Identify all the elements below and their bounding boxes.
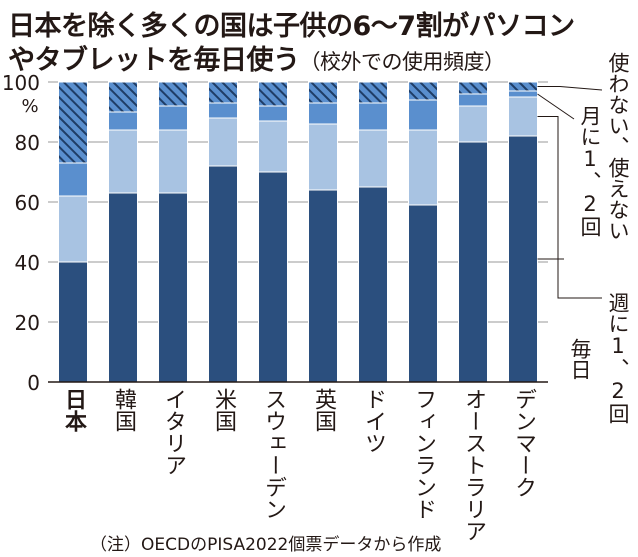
y-tick-label-40: 40 <box>15 251 40 275</box>
bar-8-segment-1 <box>408 204 438 383</box>
bar-7-segment-2 <box>358 129 388 188</box>
bar-6-segment-3 <box>308 102 338 125</box>
bar-7-segment-4 <box>358 81 388 104</box>
bar-9-segment-4 <box>458 81 488 95</box>
category-label-7: ドイツ <box>361 388 386 454</box>
legend-leader-3 <box>537 93 575 120</box>
bar-2-segment-4 <box>108 81 138 113</box>
category-label-1: 日本 <box>61 388 86 432</box>
bar-3-segment-4 <box>158 81 188 107</box>
bar-6-segment-4 <box>308 81 338 104</box>
chart-footnote: （注）OECDのPISA2022個票データから作成 <box>90 535 442 555</box>
category-label-5: スウェーデン <box>261 388 286 520</box>
bar-4-segment-1 <box>208 165 238 383</box>
bar-5-segment-1 <box>258 171 288 383</box>
bar-10-segment-2 <box>508 96 538 137</box>
bar-1-segment-1 <box>58 261 88 383</box>
bar-8-segment-2 <box>408 129 438 206</box>
y-tick-label-60: 60 <box>15 191 40 215</box>
legend-label-1: 毎日 <box>568 338 592 380</box>
legend-label-3: 月に1、2回 <box>578 105 602 237</box>
bar-10-segment-1 <box>508 135 538 383</box>
chart-title-main: やタブレットを毎日使う <box>8 45 300 76</box>
bar-4-segment-3 <box>208 102 238 119</box>
bar-1-segment-2 <box>58 195 88 263</box>
bar-8-segment-3 <box>408 99 438 131</box>
bar-1-segment-3 <box>58 162 88 197</box>
bar-9-segment-3 <box>458 93 488 107</box>
chart-title-line1: 日本を除く多くの国は子供の6～7割がパソコン <box>8 11 575 42</box>
bar-10-segment-4 <box>508 81 538 92</box>
y-tick-label-0: 0 <box>27 371 40 395</box>
legend-leader-2 <box>537 116 602 299</box>
legend-label-4: 使わない、使えない <box>606 52 630 241</box>
bar-3-segment-2 <box>158 129 188 194</box>
bar-3-segment-3 <box>158 105 188 131</box>
bar-9-segment-2 <box>458 105 488 143</box>
bar-7-segment-1 <box>358 186 388 383</box>
bar-3-segment-1 <box>158 192 188 383</box>
category-label-9: オーストラリア <box>461 388 486 542</box>
bar-7-segment-3 <box>358 102 388 131</box>
bar-9-segment-1 <box>458 141 488 383</box>
bar-2-segment-1 <box>108 192 138 383</box>
bar-6-segment-1 <box>308 189 338 383</box>
category-label-10: デンマーク <box>511 388 536 498</box>
chart-subtitle: （校外での使用頻度） <box>299 50 506 74</box>
bar-4-segment-4 <box>208 81 238 104</box>
bar-8-segment-4 <box>408 81 438 101</box>
legend-label-2: 週に1、2回 <box>606 292 630 424</box>
category-label-2: 韓国 <box>111 388 136 432</box>
bar-6-segment-2 <box>308 123 338 191</box>
legend-leader-4 <box>537 86 603 91</box>
bar-2-segment-3 <box>108 111 138 131</box>
y-unit-label: % <box>21 96 38 117</box>
bar-10-segment-3 <box>508 90 538 98</box>
category-label-3: イタリア <box>161 388 186 476</box>
y-tick-label-80: 80 <box>15 131 40 155</box>
category-label-4: 米国 <box>211 388 236 432</box>
y-tick-label-20: 20 <box>15 311 40 335</box>
bar-5-segment-3 <box>258 105 288 122</box>
bar-1-segment-4 <box>58 81 88 164</box>
chart-title-line2: やタブレットを毎日使う（校外での使用頻度） <box>8 38 505 77</box>
y-tick-label-100: 100 <box>2 71 40 95</box>
bar-5-segment-4 <box>258 81 288 107</box>
bar-4-segment-2 <box>208 117 238 167</box>
category-label-8: フィンランド <box>411 388 436 520</box>
bar-2-segment-2 <box>108 129 138 194</box>
bar-5-segment-2 <box>258 120 288 173</box>
category-label-6: 英国 <box>311 388 336 432</box>
